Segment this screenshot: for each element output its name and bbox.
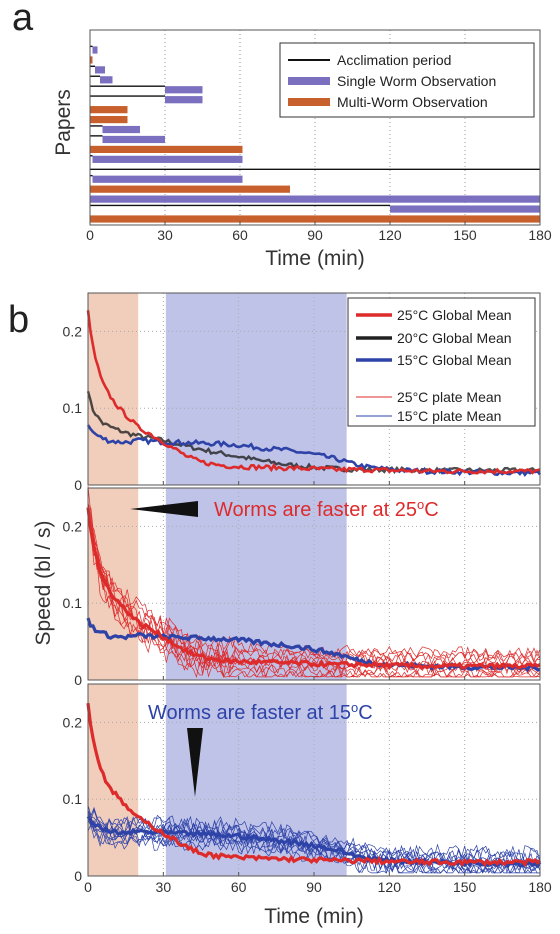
legend-label: 15°C Global Mean	[397, 352, 512, 368]
bar-observation	[165, 86, 203, 94]
legend-label: 20°C Global Mean	[397, 330, 512, 346]
panel-b-xtick-label: 120	[378, 879, 402, 895]
panel-a-xtick-label: 30	[157, 227, 173, 243]
acclimation-shade	[88, 293, 139, 485]
bar-observation	[95, 66, 105, 74]
bar-observation	[92, 155, 243, 163]
ytick-label: 0.1	[63, 400, 83, 416]
panel-a-xtick-label: 60	[232, 227, 248, 243]
ytick-label: 0.2	[63, 714, 83, 730]
annotation-faster-15c: Worms are faster at 15oC	[148, 700, 373, 725]
plate-mean-line-15c	[87, 809, 541, 869]
plate-mean-line-15c	[87, 813, 541, 874]
panel-a-legend: Acclimation period Single Worm Observatio…	[279, 42, 535, 118]
ytick-label: 0	[74, 672, 82, 688]
bar-observation	[90, 115, 128, 124]
legend-swatch	[288, 98, 330, 106]
legend-swatch	[288, 77, 330, 85]
ytick-label: 0.1	[63, 595, 83, 611]
plate-mean-line-25c	[87, 501, 541, 671]
bar-observation	[92, 46, 98, 54]
panel-b-xtick-label: 90	[306, 879, 322, 895]
bar-observation	[90, 185, 290, 193]
ytick-label: 0	[74, 868, 82, 884]
plate-mean-line-25c	[87, 485, 541, 660]
panel-a-xtick-label: 150	[453, 227, 477, 243]
ytick-label: 0	[74, 477, 82, 493]
global-mean-line-25c	[86, 703, 542, 868]
legend-box	[347, 297, 536, 427]
panel-b-xtick-label: 60	[231, 879, 247, 895]
bar-observation	[390, 205, 540, 213]
bar-observation	[102, 135, 165, 144]
panel-b-subplot-2: 0 0.1 0.2	[63, 485, 541, 688]
panel-b-xtick-label: 0	[84, 879, 92, 895]
panel-b-xlabel: Time (min)	[264, 905, 364, 928]
plate-mean-line-25c	[87, 509, 541, 668]
bar-observation	[102, 125, 140, 134]
annotation-faster-25c: Worms are faster at 25oC	[214, 497, 439, 522]
ytick-label: 0.2	[63, 518, 83, 534]
plate-mean-line-15c	[87, 805, 541, 861]
wedge-arrow-icon	[187, 728, 203, 797]
acclimation-shade	[88, 684, 139, 876]
panel-letter-a: a	[12, 0, 34, 39]
panel-b-legend: 25°C Global Mean 20°C Global Mean 15°C Glo…	[347, 297, 536, 427]
legend-label: Acclimation period	[337, 52, 451, 68]
global-mean-line-25c	[86, 310, 541, 475]
bar-observation	[100, 76, 113, 84]
wedge-arrow-icon	[130, 501, 198, 517]
panel-a-xtick-label: 120	[378, 227, 402, 243]
panel-b-xtick-label: 150	[453, 879, 477, 895]
legend-label: 15°C plate Mean	[397, 408, 501, 424]
panel-a-xtick-label: 90	[307, 227, 323, 243]
panel-a-xlabel: Time (min)	[265, 247, 365, 270]
legend-label: Single Worm Observation	[337, 73, 496, 89]
legend-label: 25°C plate Mean	[397, 389, 501, 405]
global-mean-line-25c	[86, 507, 541, 672]
panel-a-xtick-label: 0	[86, 227, 94, 243]
panel-a-xtick-label: 180	[528, 227, 552, 243]
panel-b-ylabel: Speed (bl / s)	[32, 521, 55, 646]
bar-observation	[90, 145, 243, 154]
bar-observation	[90, 56, 93, 64]
legend-label: 25°C Global Mean	[397, 307, 512, 323]
panel-b-xtick-label: 30	[156, 879, 172, 895]
global-mean-line-15c	[86, 815, 542, 869]
bar-observation	[165, 96, 203, 104]
panel-b-xtick-label: 180	[528, 879, 552, 895]
bar-observation	[90, 106, 128, 114]
bar-observation	[90, 195, 540, 203]
observation-shade	[165, 488, 347, 680]
panel-a-ylabel: Papers	[52, 89, 75, 156]
legend-label: Multi-Worm Observation	[337, 94, 488, 110]
panel-letter-b: b	[8, 299, 29, 341]
ytick-label: 0.1	[63, 791, 83, 807]
ytick-label: 0.2	[63, 323, 83, 339]
bar-observation	[90, 215, 540, 223]
bar-observation	[92, 175, 243, 183]
